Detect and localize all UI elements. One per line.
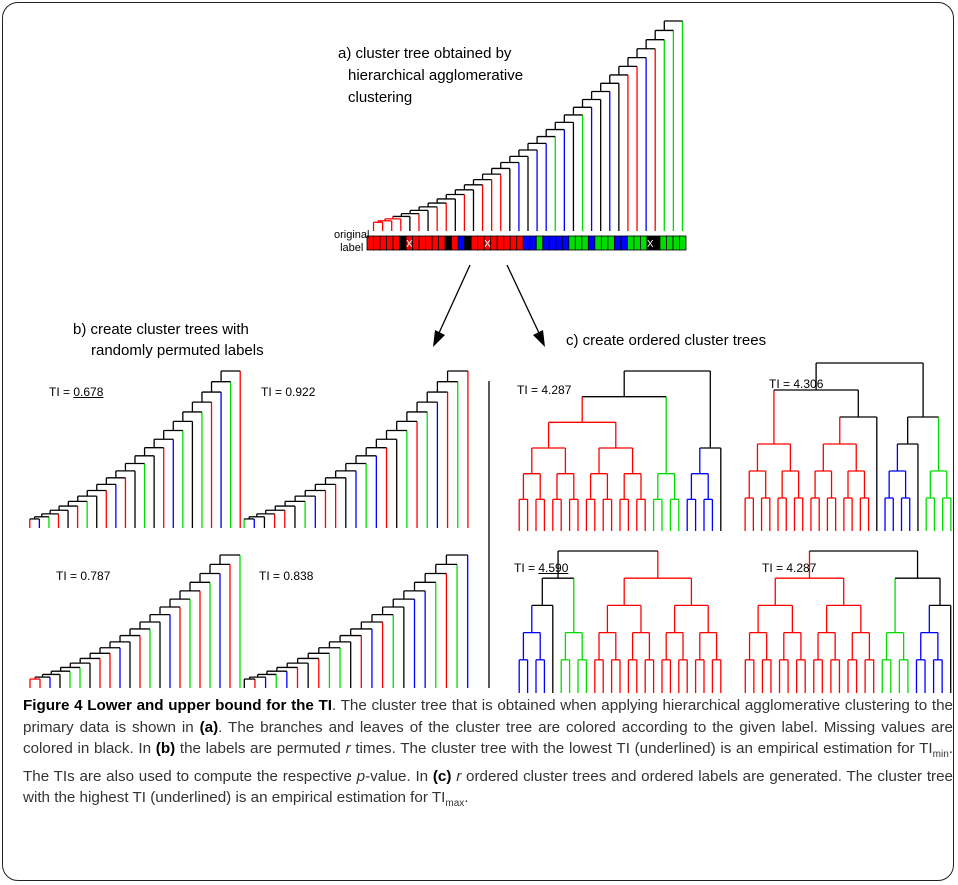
label-cell	[600, 235, 609, 251]
label-cell	[457, 235, 466, 251]
missing-marker: X	[484, 239, 491, 250]
ti-label: TI = 4.306	[769, 377, 824, 391]
ti-value: 4.590	[538, 561, 569, 575]
label-cell	[464, 235, 472, 251]
label-cell	[529, 235, 537, 251]
label-cell	[535, 235, 544, 251]
ti-value: 4.287	[541, 383, 572, 397]
arrow-head-b	[433, 330, 445, 347]
panel-b-title-line: randomly permuted labels	[91, 342, 264, 359]
panel-a-title-line: clustering	[348, 89, 413, 106]
ordered-cluster-trees	[518, 362, 952, 693]
label-cell	[392, 235, 400, 251]
label-cell	[620, 235, 628, 251]
panel-a-title-line: a) cluster tree obtained by	[338, 45, 512, 62]
ti-label: TI = 0.787	[56, 569, 111, 583]
original-label-line: label	[340, 242, 364, 254]
label-cell	[659, 235, 667, 251]
label-cell	[672, 235, 680, 251]
label-cell	[633, 235, 641, 251]
label-cell	[613, 235, 622, 251]
label-cell	[666, 235, 674, 251]
label-cell	[581, 235, 589, 251]
label-cell	[503, 235, 511, 251]
label-cell	[653, 235, 661, 251]
caption-title: Figure 4 Lower and upper bound for the T…	[23, 697, 333, 714]
ti-label: TI = 4.287	[762, 561, 817, 575]
label-cell	[425, 235, 433, 251]
missing-marker: X	[406, 239, 413, 250]
cluster-tree-a	[372, 20, 684, 231]
ti-value: 0.678	[73, 385, 104, 399]
ti-label: TI = 0.922	[261, 385, 316, 399]
label-cell	[496, 235, 505, 251]
ti-value: 0.838	[283, 569, 314, 583]
ti-value: 0.922	[285, 385, 316, 399]
label-cell	[607, 235, 615, 251]
panel-c-title: c) create ordered cluster trees	[566, 332, 767, 349]
label-cell	[418, 235, 426, 251]
label-cell	[555, 235, 563, 251]
ti-label: TI = 4.590	[514, 561, 569, 575]
label-cell	[373, 235, 381, 251]
panel-a-title-line: hierarchical agglomerative	[348, 67, 524, 84]
panel-a-title: a) cluster tree obtained by hierarchical…	[338, 43, 523, 109]
label-cell	[548, 235, 557, 251]
ti-label: TI = 4.287	[517, 383, 572, 397]
label-cell	[516, 235, 524, 251]
label-cell	[490, 235, 498, 251]
label-cell	[412, 235, 420, 251]
label-cell	[568, 235, 576, 251]
label-cell	[379, 235, 387, 251]
label-cell	[561, 235, 570, 251]
label-cell	[594, 235, 602, 251]
original-label-caption: original label	[334, 229, 369, 255]
original-label-line: original	[334, 229, 370, 241]
panel-b-title: b) create cluster trees with randomly pe…	[73, 319, 264, 361]
label-cell	[627, 235, 635, 251]
permuted-cluster-trees	[29, 370, 469, 688]
ti-label: TI = 0.678	[49, 385, 104, 399]
panel-b-title-line: b) create cluster trees with	[73, 321, 249, 338]
arrow-to-b	[438, 264, 471, 334]
label-cell	[574, 235, 583, 251]
ti-value: 0.787	[80, 569, 111, 583]
label-cell	[522, 235, 531, 251]
arrow-head-c	[533, 330, 545, 347]
missing-marker: X	[647, 239, 654, 250]
label-cell	[438, 235, 446, 251]
arrow-to-c	[506, 264, 540, 334]
ti-value: 4.287	[786, 561, 817, 575]
label-cell	[587, 235, 596, 251]
label-cell	[470, 235, 479, 251]
label-cell	[542, 235, 550, 251]
label-cell	[386, 235, 394, 251]
label-cell	[679, 235, 687, 251]
label-cell	[444, 235, 453, 251]
figure-caption: Figure 4 Lower and upper bound for the T…	[23, 697, 953, 810]
ti-label: TI = 0.838	[259, 569, 314, 583]
ti-value: 4.306	[793, 377, 824, 391]
label-cell	[451, 235, 459, 251]
label-cell	[509, 235, 518, 251]
label-cell	[431, 235, 440, 251]
